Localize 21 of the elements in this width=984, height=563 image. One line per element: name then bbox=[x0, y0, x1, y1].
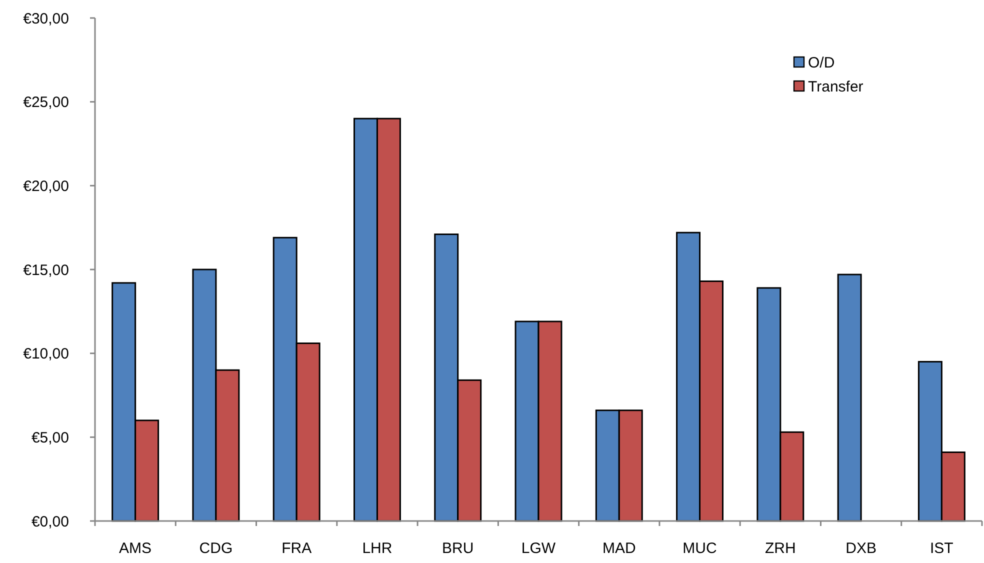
x-tick-label: FRA bbox=[282, 540, 312, 557]
x-tick-label: LHR bbox=[362, 540, 392, 557]
y-tick-label: €0,00 bbox=[31, 513, 69, 530]
y-tick-label: €20,00 bbox=[23, 178, 69, 195]
x-tick-label: MUC bbox=[682, 540, 718, 557]
y-tick-label: €25,00 bbox=[23, 94, 69, 112]
y-tick-label: €10,00 bbox=[23, 346, 69, 363]
x-tick-label: DXB bbox=[846, 540, 876, 557]
legend-label: Transfer bbox=[808, 78, 864, 96]
legend-label: O/D bbox=[808, 54, 835, 72]
y-tick-label: €5,00 bbox=[31, 429, 69, 446]
x-tick-label: IST bbox=[930, 540, 954, 557]
x-tick-label: LGW bbox=[521, 540, 556, 557]
x-tick-label: BRU bbox=[442, 540, 474, 557]
x-tick-label: MAD bbox=[602, 540, 636, 557]
y-tick-label: €30,00 bbox=[23, 10, 69, 28]
x-tick-label: ZRH bbox=[764, 540, 796, 557]
x-tick-label: AMS bbox=[119, 540, 152, 557]
y-tick-label: €15,00 bbox=[23, 262, 69, 279]
x-tick-label: CDG bbox=[199, 540, 233, 557]
bar bbox=[837, 274, 862, 522]
